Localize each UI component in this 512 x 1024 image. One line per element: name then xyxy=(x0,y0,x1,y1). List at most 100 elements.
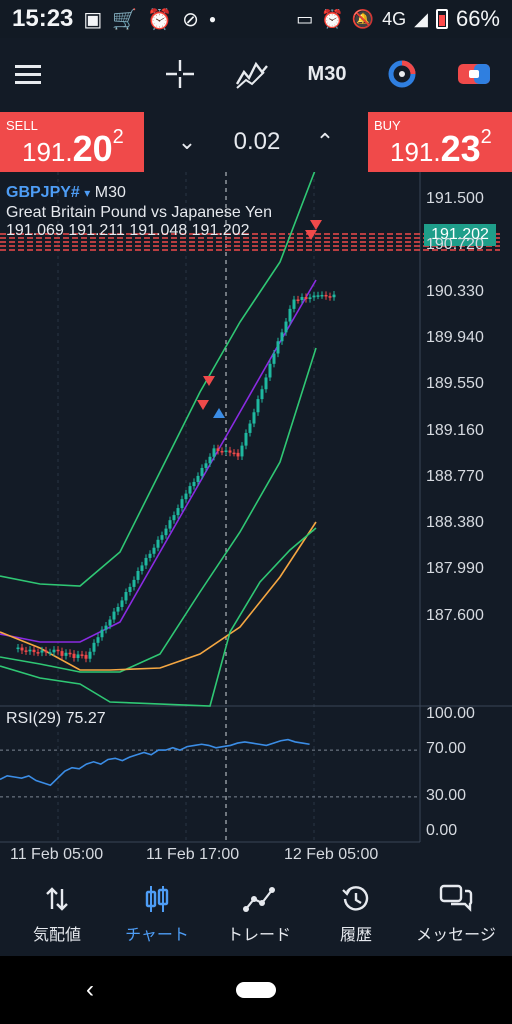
nav-chart[interactable]: チャート xyxy=(112,872,202,956)
objects-cycle-icon[interactable] xyxy=(382,38,422,110)
nav-quotes-label: 気配値 xyxy=(32,927,81,944)
nav-trade[interactable]: トレード xyxy=(214,872,304,956)
buy-marker xyxy=(213,408,225,418)
candle-body xyxy=(56,649,60,652)
candle-body xyxy=(272,353,276,364)
candle-body xyxy=(240,445,244,457)
candle-body xyxy=(80,654,84,656)
candle-body xyxy=(264,377,268,390)
status-bar: 15:23 ▣ 🛒 ⏰ ⊘ ● ▭ ⏰ 🔕 4G ◢ 66% xyxy=(0,0,512,38)
price-axis-label: 189.940 xyxy=(426,328,484,346)
candle-body xyxy=(300,296,304,301)
candle-body xyxy=(160,535,164,540)
candle-body xyxy=(216,448,220,451)
candle-body xyxy=(292,299,296,309)
buy-button[interactable]: BUY 191.232 xyxy=(368,112,512,172)
lot-increase-chevron-up-icon[interactable]: ⌃ xyxy=(315,129,335,154)
candle-body xyxy=(224,450,228,452)
trade-markers xyxy=(197,220,322,418)
rsi-label: RSI(29) 75.27 xyxy=(6,710,106,727)
network-type: 4G xyxy=(382,8,407,29)
one-click-trade-icon[interactable] xyxy=(452,38,496,110)
sell-button[interactable]: SELL 191.202 xyxy=(0,112,144,172)
price-axis-label: 188.770 xyxy=(426,467,484,485)
crosshair-icon[interactable] xyxy=(160,38,200,110)
sell-marker xyxy=(203,376,215,386)
menu-icon[interactable] xyxy=(8,38,48,110)
chart-canvas[interactable] xyxy=(0,172,512,872)
lot-decrease-chevron-down-icon[interactable]: ⌄ xyxy=(177,129,197,154)
nav-chart-label: チャート xyxy=(125,927,189,944)
candle-body xyxy=(24,650,28,652)
mute-icon: 🔕 xyxy=(351,8,375,29)
candle-body xyxy=(164,528,168,536)
cast-icon: ▭ xyxy=(296,8,314,29)
candle-body xyxy=(48,652,52,654)
candle-body xyxy=(312,295,316,298)
indicator-icon[interactable] xyxy=(228,38,276,110)
candle-body xyxy=(192,481,196,487)
candle-body xyxy=(168,520,172,529)
candle-body xyxy=(144,557,148,566)
candle-body xyxy=(44,650,48,653)
rsi-line xyxy=(0,738,310,787)
candle-body xyxy=(40,650,44,653)
sell-marker xyxy=(197,400,209,410)
timeframe-button[interactable]: M30 xyxy=(307,62,347,85)
chart-symbol[interactable]: GBPJPY# ▾ M30 xyxy=(6,184,126,201)
candle-body xyxy=(64,652,68,656)
candle-body xyxy=(332,294,336,298)
nav-history[interactable]: 履歴 xyxy=(318,872,394,956)
nav-quotes[interactable]: 気配値 xyxy=(14,872,100,956)
candle-body xyxy=(228,450,232,453)
time-axis-label: 12 Feb 05:00 xyxy=(284,846,379,863)
moving-average-slow-line xyxy=(0,521,317,671)
candle-body xyxy=(244,432,248,446)
system-nav-bar: ‹ xyxy=(0,956,512,1024)
candle-body xyxy=(104,625,108,630)
candle-body xyxy=(96,637,100,643)
candle-body xyxy=(124,592,128,601)
home-pill[interactable] xyxy=(236,982,276,998)
candle-body xyxy=(252,412,256,424)
candle-body xyxy=(276,341,280,354)
quote-bar: SELL 191.202 ⌄ 0.02 ⌃ BUY 191.232 xyxy=(0,112,512,172)
indicator-lines xyxy=(0,172,317,707)
candle-body xyxy=(320,294,324,297)
bollinger-upper-line xyxy=(0,172,316,587)
candle-body xyxy=(208,456,212,464)
no-location-icon: ⊘ xyxy=(182,8,199,31)
candle-body xyxy=(108,619,112,626)
price-axis-label: 190.330 xyxy=(426,282,484,300)
lot-size[interactable]: 0.02 xyxy=(233,128,281,155)
candle-body xyxy=(200,467,204,476)
alarm-icon: ⏰ xyxy=(147,8,173,31)
chart-grid xyxy=(0,172,512,843)
bollinger-middle-line xyxy=(0,347,317,673)
candle-body xyxy=(92,642,96,652)
back-chevron-icon[interactable]: ‹ xyxy=(86,976,94,1003)
price-chart[interactable]: GBPJPY# ▾ M30 Great Britain Pound vs Jap… xyxy=(0,172,512,872)
bottom-nav: 気配値 チャート トレード 履歴 メッセージ xyxy=(0,872,512,956)
messages-icon xyxy=(439,883,473,915)
nav-messages[interactable]: メッセージ xyxy=(406,872,506,956)
price-axis-label: 187.600 xyxy=(426,606,484,624)
candle-body xyxy=(232,452,236,455)
candle-body xyxy=(148,553,152,558)
buy-label: BUY xyxy=(374,118,401,133)
battery-icon xyxy=(435,9,448,29)
price-axis-label: 191.500 xyxy=(426,190,484,207)
price-axis-label: 187.990 xyxy=(426,560,484,578)
candle-body xyxy=(112,611,116,620)
candles xyxy=(16,291,336,663)
time-axis-label: 11 Feb 05:00 xyxy=(10,846,104,863)
candle-body xyxy=(236,452,240,457)
candle-body xyxy=(324,294,328,297)
candle-body xyxy=(156,539,160,548)
candle-body xyxy=(72,653,76,659)
battery-level: 66% xyxy=(455,6,500,31)
price-axis-label: 188.380 xyxy=(426,514,484,532)
candle-body xyxy=(204,463,208,468)
candle-body xyxy=(128,586,132,593)
candle-body xyxy=(116,606,120,612)
